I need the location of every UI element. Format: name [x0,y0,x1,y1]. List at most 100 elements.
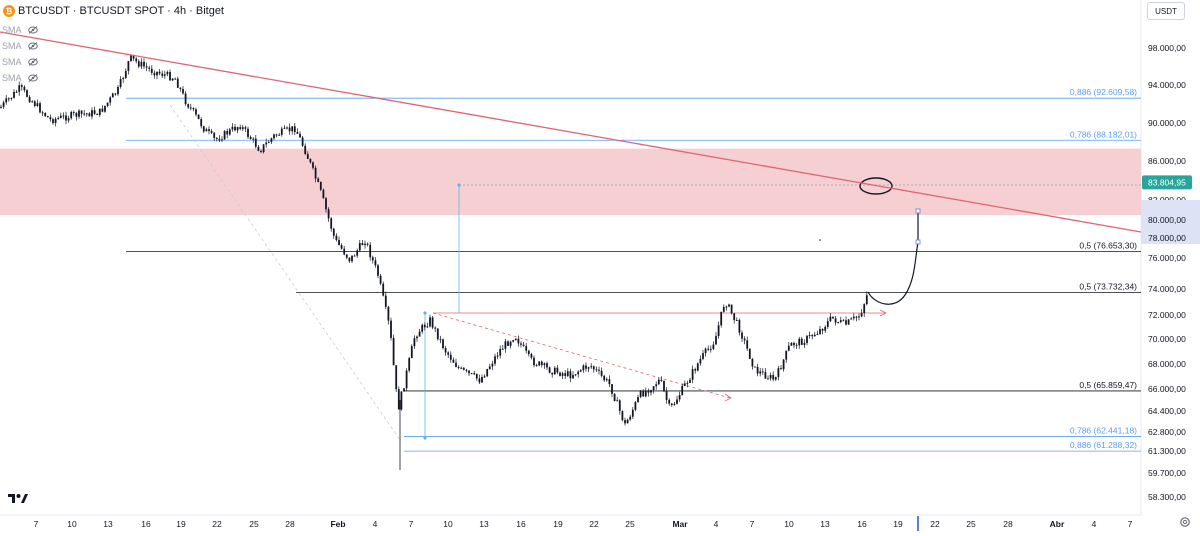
candle-body [509,341,512,346]
candle-body [668,399,671,404]
time-axis-marker[interactable] [917,516,919,531]
eye-slash-icon[interactable] [27,42,38,50]
indicator-row[interactable]: SMA [2,38,38,54]
candle-body [468,370,470,374]
indicator-row[interactable]: SMA [2,70,38,86]
indicator-row[interactable]: SMA [2,54,38,70]
candle-body [109,97,112,103]
time-tick-label: 22 [212,519,222,529]
candle-body [535,365,538,367]
eye-slash-icon[interactable] [27,74,38,82]
fibonacci-levels[interactable]: 0,886 (92.609,58) 0,786 (88.182,01) 0,5 (7… [126,87,1141,452]
candle-body [374,260,377,266]
candle-body [660,379,663,382]
candle-body [551,372,554,375]
candle-body [91,110,93,117]
candle-body [465,369,468,371]
drawing-tools[interactable] [169,104,1141,441]
projection-handle[interactable] [915,208,921,214]
resistance-zone[interactable] [0,148,1141,215]
measure-handle[interactable] [423,436,427,440]
axis-selection-range[interactable] [1141,200,1200,244]
highlight-ellipse[interactable] [859,177,893,195]
candle-body [764,371,767,379]
time-axis[interactable]: 7 10 13 16 19 22 25 28 Feb 4 7 10 13 16 19 22 25 Mar 4 7 10 1… [34,516,1133,531]
candle-body [733,313,736,320]
candle-body [670,403,673,405]
arrow-head-icon [724,393,732,402]
time-tick-label: Mar [672,519,688,529]
candle-body [455,362,457,367]
time-tick-label: 19 [893,519,903,529]
fib-level-label: 0,5 (76.653,30) [1079,240,1137,250]
candle-body [709,348,712,350]
time-tick-label: 13 [479,519,489,529]
candle-body [699,358,702,364]
eye-slash-icon[interactable] [27,58,38,66]
candle-body [444,348,447,353]
time-tick-label: 7 [750,519,755,529]
candle-body [556,367,559,373]
trendline-segment[interactable] [0,31,1142,233]
candle-body [145,66,148,68]
eye-slash-icon[interactable] [27,26,38,34]
candle-body [343,248,346,255]
candle-body [746,340,749,349]
candle-body [618,400,621,411]
currency-button[interactable]: USDT [1147,2,1185,20]
candlestick-series [0,54,868,470]
symbol-header[interactable]: ₿ BTCUSDT · BTCUSDT SPOT · 4h · Bitget [0,0,224,22]
indicator-row[interactable]: SMA [2,22,38,38]
projection-curve[interactable] [867,212,919,305]
candle-body [439,339,442,341]
candle-body [400,391,403,410]
candle-body [491,363,494,367]
price-tick-label: 78.000,00 [1148,233,1186,243]
candle-body [210,131,213,133]
arrow-head-icon [879,309,887,317]
time-tick-label: 25 [966,519,976,529]
indicator-label: SMA [2,25,22,35]
candle-body [410,346,413,359]
candle-body [98,108,101,115]
time-tick-label: Abr [1050,519,1065,529]
candle-body [166,71,169,75]
candle-body [650,390,652,393]
price-axis[interactable]: 98.000,0094.000,0090.000,0086.000,0082.0… [1141,43,1200,502]
candle-body [631,409,634,417]
candle-body [514,338,517,341]
tradingview-logo-icon[interactable] [8,492,30,504]
current-price-badge[interactable] [1142,175,1192,190]
candle-body [280,128,283,135]
candle-body [72,111,75,113]
price-axis-background [1141,0,1200,531]
candle-body [33,101,36,106]
measure-handle[interactable] [457,183,461,187]
candle-body [626,419,629,424]
indicator-label: SMA [2,73,22,83]
candle-body [639,390,642,398]
gear-icon[interactable] [1179,516,1191,528]
candle-body [358,243,361,251]
candle-body [647,390,650,393]
indicator-label: SMA [2,41,22,51]
candle-body [317,178,320,182]
projection-handle[interactable] [915,239,921,245]
candle-body [850,318,853,320]
candle-body [837,322,840,324]
candle-body [540,361,543,366]
descending-trendline[interactable] [0,31,1142,233]
price-tick-label: 62.800,00 [1148,427,1186,437]
candle-body [306,154,309,159]
candle-body [62,115,65,117]
candle-body [780,368,782,370]
candle-body [369,244,372,258]
candle-body [486,369,489,377]
resistance-zone-box[interactable] [0,148,1141,215]
indicator-legend[interactable]: SMA SMA SMA SMA [2,22,38,86]
measure-handle[interactable] [423,311,427,315]
candle-body [387,306,390,321]
candle-body [182,88,184,94]
